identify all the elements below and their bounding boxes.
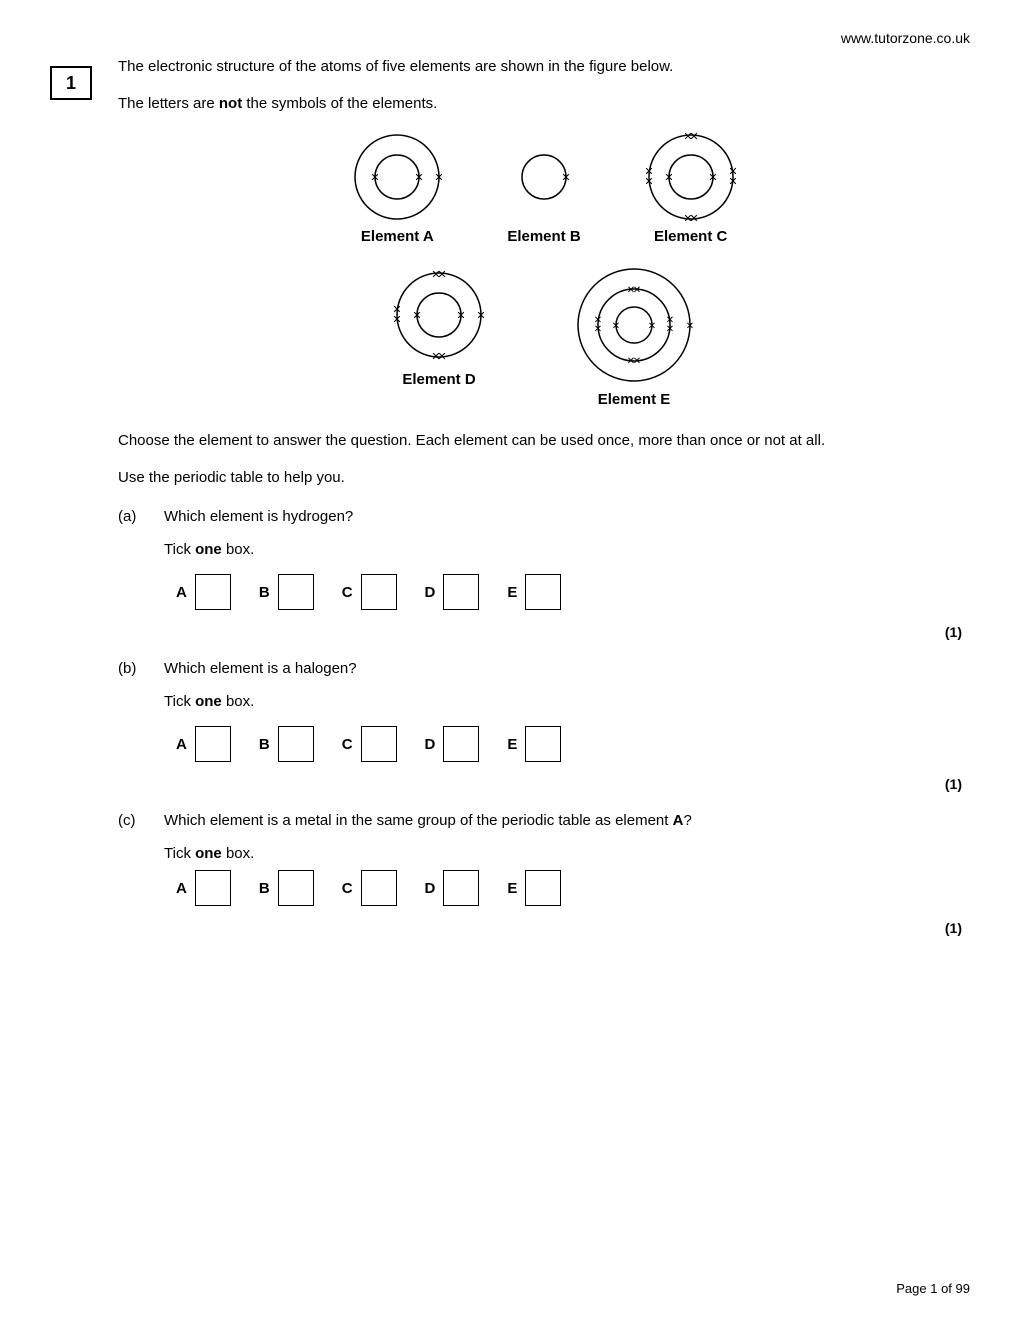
atom-a-svg: ✕ ✕ ✕ bbox=[347, 132, 447, 222]
option-b-c: C bbox=[342, 726, 397, 762]
atom-b-label: Element B bbox=[507, 228, 580, 245]
marks-a: (1) bbox=[118, 624, 970, 640]
checkbox-b-b[interactable] bbox=[278, 726, 314, 762]
checkbox-b-c[interactable] bbox=[361, 726, 397, 762]
svg-text:✕: ✕ bbox=[476, 310, 485, 322]
atom-a: ✕ ✕ ✕ Element A bbox=[347, 132, 447, 245]
atom-c: ✕ ✕ ✕ ✕ ✕ ✕ ✕ ✕ ✕ ✕ Element C bbox=[641, 132, 741, 245]
option-c-a: A bbox=[176, 870, 231, 906]
sub-c-label: (c) bbox=[118, 812, 164, 912]
svg-text:✕: ✕ bbox=[437, 351, 446, 363]
svg-text:✕: ✕ bbox=[435, 172, 444, 184]
atom-e-label: Element E bbox=[598, 391, 671, 408]
sub-a-question: Which element is hydrogen? bbox=[164, 508, 970, 525]
atom-b: ✕ Element B bbox=[507, 132, 580, 245]
sub-b-options: A B C D E bbox=[176, 726, 970, 762]
intro-line-1: The electronic structure of the atoms of… bbox=[118, 56, 970, 77]
checkbox-b-d[interactable] bbox=[443, 726, 479, 762]
checkbox-c-e[interactable] bbox=[525, 870, 561, 906]
svg-text:✕: ✕ bbox=[594, 324, 602, 335]
checkbox-c-d[interactable] bbox=[443, 870, 479, 906]
svg-text:✕: ✕ bbox=[392, 314, 401, 326]
page-footer: Page 1 of 99 bbox=[896, 1281, 970, 1296]
svg-text:✕: ✕ bbox=[689, 132, 698, 143]
option-c-d: D bbox=[425, 870, 480, 906]
question-number-box: 1 bbox=[50, 66, 92, 100]
svg-text:✕: ✕ bbox=[728, 176, 737, 188]
checkbox-c-a[interactable] bbox=[195, 870, 231, 906]
sub-b: (b) Which element is a halogen? Tick one… bbox=[118, 660, 970, 768]
svg-text:✕: ✕ bbox=[708, 172, 717, 184]
sub-b-question: Which element is a halogen? bbox=[164, 660, 970, 677]
option-b-e: E bbox=[507, 726, 561, 762]
option-a-a: A bbox=[176, 574, 231, 610]
checkbox-a-d[interactable] bbox=[443, 574, 479, 610]
question-content: The electronic structure of the atoms of… bbox=[118, 56, 970, 936]
svg-text:✕: ✕ bbox=[664, 172, 673, 184]
atom-c-svg: ✕ ✕ ✕ ✕ ✕ ✕ ✕ ✕ ✕ ✕ bbox=[641, 132, 741, 222]
sub-a: (a) Which element is hydrogen? Tick one … bbox=[118, 508, 970, 616]
followup-1: Choose the element to answer the questio… bbox=[118, 430, 970, 451]
figure-row-2: ✕ ✕ ✕ ✕ ✕ ✕ ✕ ✕ ✕ Element D bbox=[118, 265, 970, 408]
atom-d-svg: ✕ ✕ ✕ ✕ ✕ ✕ ✕ ✕ ✕ bbox=[389, 265, 489, 365]
option-a-d: D bbox=[425, 574, 480, 610]
atom-c-label: Element C bbox=[654, 228, 727, 245]
sub-b-tick-instr: Tick one box. bbox=[164, 691, 970, 712]
option-c-c: C bbox=[342, 870, 397, 906]
checkbox-b-e[interactable] bbox=[525, 726, 561, 762]
svg-text:✕: ✕ bbox=[633, 356, 641, 367]
option-a-b: B bbox=[259, 574, 314, 610]
svg-text:✕: ✕ bbox=[456, 310, 465, 322]
option-b-d: D bbox=[425, 726, 480, 762]
marks-b: (1) bbox=[118, 776, 970, 792]
svg-text:✕: ✕ bbox=[437, 269, 446, 281]
figure: ✕ ✕ ✕ Element A ✕ Element B bbox=[118, 132, 970, 408]
sub-b-label: (b) bbox=[118, 660, 164, 768]
svg-text:✕: ✕ bbox=[412, 310, 421, 322]
intro-line-2: The letters are not the symbols of the e… bbox=[118, 93, 970, 114]
sub-a-options: A B C D E bbox=[176, 574, 970, 610]
svg-text:✕: ✕ bbox=[666, 324, 674, 335]
atom-e-svg: ✕ ✕ ✕ ✕ ✕ ✕ ✕ ✕ ✕ ✕ ✕ bbox=[569, 265, 699, 385]
svg-text:✕: ✕ bbox=[371, 172, 380, 184]
option-b-a: A bbox=[176, 726, 231, 762]
option-a-c: C bbox=[342, 574, 397, 610]
option-c-b: B bbox=[259, 870, 314, 906]
followup-2: Use the periodic table to help you. bbox=[118, 467, 970, 488]
atom-d: ✕ ✕ ✕ ✕ ✕ ✕ ✕ ✕ ✕ Element D bbox=[389, 265, 489, 408]
question-number: 1 bbox=[66, 73, 76, 94]
header-url: www.tutorzone.co.uk bbox=[50, 30, 970, 46]
svg-text:✕: ✕ bbox=[686, 321, 694, 332]
atom-b-svg: ✕ bbox=[509, 132, 579, 222]
svg-text:✕: ✕ bbox=[415, 172, 424, 184]
svg-text:✕: ✕ bbox=[561, 172, 570, 184]
sub-c-tick-instr: Tick one box. bbox=[164, 843, 970, 864]
atom-e: ✕ ✕ ✕ ✕ ✕ ✕ ✕ ✕ ✕ ✕ ✕ Element E bbox=[569, 265, 699, 408]
sub-c-question: Which element is a metal in the same gro… bbox=[164, 812, 970, 829]
atom-a-label: Element A bbox=[361, 228, 434, 245]
checkbox-a-c[interactable] bbox=[361, 574, 397, 610]
svg-text:✕: ✕ bbox=[612, 321, 620, 332]
checkbox-b-a[interactable] bbox=[195, 726, 231, 762]
checkbox-a-e[interactable] bbox=[525, 574, 561, 610]
page: www.tutorzone.co.uk 1 The electronic str… bbox=[0, 0, 1020, 1320]
option-a-e: E bbox=[507, 574, 561, 610]
option-c-e: E bbox=[507, 870, 561, 906]
svg-text:✕: ✕ bbox=[633, 285, 641, 296]
option-b-b: B bbox=[259, 726, 314, 762]
sub-c: (c) Which element is a metal in the same… bbox=[118, 812, 970, 912]
checkbox-c-c[interactable] bbox=[361, 870, 397, 906]
checkbox-c-b[interactable] bbox=[278, 870, 314, 906]
sub-a-label: (a) bbox=[118, 508, 164, 616]
checkbox-a-b[interactable] bbox=[278, 574, 314, 610]
figure-row-1: ✕ ✕ ✕ Element A ✕ Element B bbox=[118, 132, 970, 245]
sub-c-options: A B C D E bbox=[176, 870, 970, 906]
checkbox-a-a[interactable] bbox=[195, 574, 231, 610]
svg-text:✕: ✕ bbox=[648, 321, 656, 332]
svg-text:✕: ✕ bbox=[644, 176, 653, 188]
svg-text:✕: ✕ bbox=[689, 213, 698, 222]
sub-a-tick-instr: Tick one box. bbox=[164, 539, 970, 560]
atom-d-label: Element D bbox=[402, 371, 475, 388]
marks-c: (1) bbox=[118, 920, 970, 936]
